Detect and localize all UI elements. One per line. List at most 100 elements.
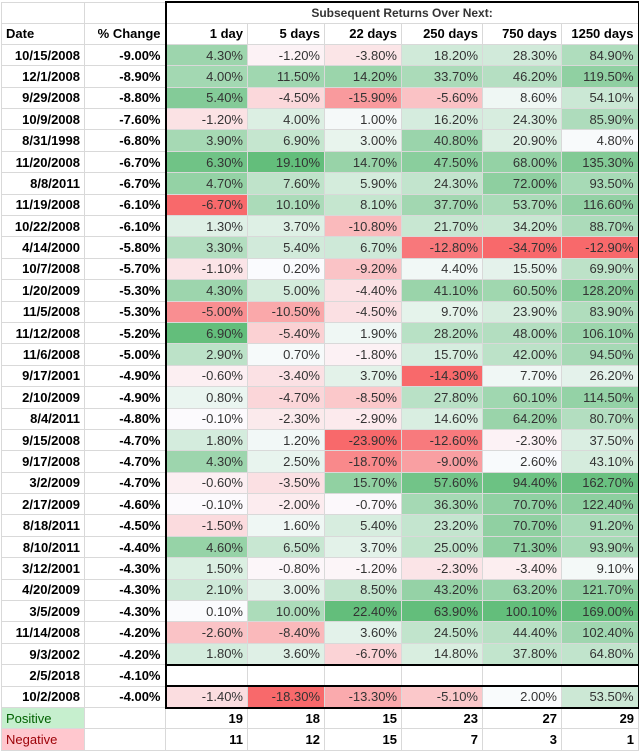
- summary-count: 11: [165, 728, 248, 751]
- return-cell: 15.70%: [401, 343, 483, 366]
- return-cell: 0.20%: [247, 257, 325, 281]
- change-cell: -4.20%: [84, 621, 166, 644]
- summary-count: 27: [482, 706, 562, 730]
- return-cell: 46.20%: [482, 65, 562, 88]
- table-row: 8/8/2011 -6.70% 4.70% 7.60% 5.90% 24.30% 72.00…: [1, 172, 639, 195]
- date-cell: 10/15/2008: [1, 43, 85, 67]
- return-cell: 3.30%: [164, 236, 248, 259]
- return-cell: -6.70%: [324, 642, 402, 666]
- date-cell: 2/5/2018: [1, 664, 85, 687]
- return-cell: 26.20%: [560, 364, 639, 388]
- return-cell: 4.80%: [560, 129, 639, 152]
- table-row: 10/2/2008 -4.00% -1.40% -18.30% -13.30% -5.10…: [1, 685, 639, 709]
- return-cell: 21.70%: [401, 215, 483, 238]
- column-header-return-2: 22 days: [324, 22, 402, 45]
- return-cell: 3.60%: [247, 642, 325, 666]
- table-row: 11/19/2008 -6.10% -6.70% 10.10% 8.10% 37.70% 5…: [1, 193, 639, 217]
- return-cell: 47.50%: [401, 150, 483, 174]
- return-cell: 5.90%: [324, 172, 402, 195]
- change-cell: -8.90%: [84, 65, 166, 88]
- change-cell: -4.30%: [84, 557, 166, 580]
- change-cell: -4.10%: [84, 664, 166, 687]
- return-cell: 3.70%: [324, 535, 402, 559]
- return-cell: 162.70%: [560, 471, 639, 495]
- return-cell: 57.60%: [401, 471, 483, 495]
- return-cell: 72.00%: [482, 172, 562, 195]
- return-cell: 2.50%: [247, 450, 325, 473]
- return-cell: -5.40%: [247, 321, 325, 345]
- return-cell: 6.90%: [247, 129, 325, 152]
- return-cell: -5.10%: [401, 685, 483, 709]
- return-cell: -0.10%: [164, 493, 248, 516]
- return-cell: 91.20%: [560, 514, 639, 537]
- return-cell: 94.40%: [482, 471, 562, 495]
- return-cell: -3.50%: [247, 471, 325, 495]
- return-cell: -3.40%: [482, 557, 562, 580]
- date-cell: 9/3/2002: [1, 642, 85, 666]
- return-cell: 119.50%: [560, 65, 639, 88]
- change-cell: -4.30%: [84, 578, 166, 602]
- return-cell: -5.00%: [164, 300, 248, 323]
- date-cell: 9/29/2008: [1, 86, 85, 110]
- date-cell: 10/22/2008: [1, 215, 85, 238]
- date-cell: 9/15/2008: [1, 428, 85, 452]
- table-row: 9/3/2002 -4.20% 1.80% 3.60% -6.70% 14.80% 37.8…: [1, 642, 639, 666]
- return-cell: 40.80%: [401, 129, 483, 152]
- return-cell: 23.20%: [401, 514, 483, 537]
- return-cell: 37.80%: [482, 642, 562, 666]
- return-cell: -18.30%: [247, 685, 325, 709]
- summary-count: 7: [401, 728, 483, 751]
- return-cell: 8.60%: [482, 86, 562, 110]
- summary-count: 19: [165, 706, 248, 730]
- return-cell: -4.40%: [324, 279, 402, 302]
- change-cell: -6.70%: [84, 172, 166, 195]
- table-row: 2/5/2018 -4.10%: [1, 663, 639, 688]
- summary-count: 1: [560, 728, 639, 751]
- return-cell: -10.80%: [324, 215, 402, 238]
- return-cell: 63.20%: [482, 578, 562, 602]
- date-cell: 8/4/2011: [1, 407, 85, 430]
- return-cell: [324, 663, 402, 688]
- return-cell: 116.60%: [560, 193, 639, 217]
- table-row: 4/20/2009 -4.30% 2.10% 3.00% 8.50% 43.20% 63.2…: [1, 578, 639, 602]
- return-cell: 24.50%: [401, 621, 483, 644]
- return-cell: 41.10%: [401, 279, 483, 302]
- date-cell: 9/17/2001: [1, 364, 85, 388]
- return-cell: 34.20%: [482, 215, 562, 238]
- return-cell: 0.80%: [164, 386, 248, 409]
- return-cell: -2.30%: [247, 407, 325, 430]
- return-cell: 4.30%: [164, 279, 248, 302]
- column-header-return-5: 1250 days: [560, 22, 639, 45]
- return-cell: 53.70%: [482, 193, 562, 217]
- return-cell: -8.40%: [247, 621, 325, 644]
- return-cell: 44.40%: [482, 621, 562, 644]
- change-cell: -9.00%: [84, 43, 166, 67]
- change-cell: -4.20%: [84, 642, 166, 666]
- return-cell: -13.30%: [324, 685, 402, 709]
- table-row: 2/17/2009 -4.60% -0.10% -2.00% -0.70% 36.30% 7…: [1, 493, 639, 516]
- return-cell: 1.50%: [164, 557, 248, 580]
- super-header-row: Subsequent Returns Over Next:: [1, 1, 639, 24]
- return-cell: -4.70%: [247, 386, 325, 409]
- return-cell: 18.20%: [401, 43, 483, 67]
- date-cell: 3/2/2009: [1, 471, 85, 495]
- return-cell: 54.10%: [560, 86, 639, 110]
- return-cell: -23.90%: [324, 428, 402, 452]
- table-row: 3/2/2009 -4.70% -0.60% -3.50% 15.70% 57.60% 94…: [1, 471, 639, 495]
- return-cell: 4.30%: [164, 43, 248, 67]
- summary-count: 29: [560, 706, 639, 730]
- return-cell: -2.90%: [324, 407, 402, 430]
- return-cell: -18.70%: [324, 450, 402, 473]
- return-cell: 3.00%: [324, 129, 402, 152]
- return-cell: 84.90%: [560, 43, 639, 67]
- change-cell: -4.70%: [84, 450, 166, 473]
- table-row: 2/10/2009 -4.90% 0.80% -4.70% -8.50% 27.80% 60…: [1, 386, 639, 409]
- return-cell: 3.60%: [324, 621, 402, 644]
- return-cell: 20.90%: [482, 129, 562, 152]
- summary-count: 3: [482, 728, 562, 751]
- date-cell: 4/14/2000: [1, 236, 85, 259]
- date-cell: 10/7/2008: [1, 257, 85, 281]
- table-row: 3/5/2009 -4.30% 0.10% 10.00% 22.40% 63.90% 100…: [1, 600, 639, 623]
- return-cell: -9.20%: [324, 257, 402, 281]
